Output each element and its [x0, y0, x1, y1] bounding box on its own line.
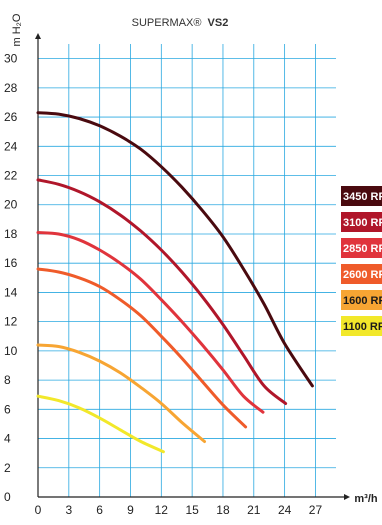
legend-item: 2850 RP	[341, 238, 382, 258]
y-tick-label: 18	[4, 227, 18, 241]
chart-title: SUPERMAX® VS2	[132, 17, 229, 29]
legend-swatch	[341, 212, 382, 232]
x-tick-label: 6	[96, 503, 103, 517]
x-tick-label: 15	[185, 503, 199, 517]
x-tick-label: 12	[155, 503, 169, 517]
y-tick-label: 24	[4, 139, 18, 153]
legend-label: 2850 RP	[343, 243, 382, 255]
legend-label: 2600 RP	[343, 269, 382, 281]
legend-label: 3100 RP	[343, 217, 382, 229]
legend-swatch	[341, 264, 382, 284]
chart-title-bold: VS2	[208, 17, 229, 29]
grid	[38, 44, 336, 497]
y-tick-label: 22	[4, 169, 18, 183]
y-tick-label: 8	[4, 373, 11, 387]
legend-item: 3100 RP	[341, 212, 382, 232]
x-tick-label: 0	[35, 503, 42, 517]
x-axis-arrow	[344, 494, 350, 500]
series-line-2600-rpm	[36, 267, 248, 429]
series-lines	[36, 111, 314, 454]
series-line-1600-rpm	[36, 343, 206, 443]
legend-swatch	[341, 186, 382, 206]
legend-label: 1600 RP	[343, 295, 382, 307]
y-tick-label: 10	[4, 344, 18, 358]
x-tick-label: 3	[65, 503, 72, 517]
y-tick-label: 6	[4, 402, 11, 416]
series-line-3450-rpm	[36, 111, 314, 388]
series-line-3100-rpm	[36, 178, 288, 405]
legend: 3450 RP 3100 RP 2850 RP 2600 RP 1600 RP 1100 …	[341, 186, 382, 336]
y-tick-label: 12	[4, 315, 18, 329]
chart-title-text: SUPERMAX®	[132, 17, 202, 29]
y-tick-label: 14	[4, 285, 18, 299]
legend-item: 2600 RP	[341, 264, 382, 284]
y-tick-label: 16	[4, 256, 18, 270]
y-tick-label: 20	[4, 198, 18, 212]
y-tick-label: 2	[4, 461, 11, 475]
y-axis-label: m H₂O	[11, 13, 23, 46]
x-tick-label: 18	[216, 503, 230, 517]
y-tick-label: 28	[4, 81, 18, 95]
x-axis-label: m³/h	[354, 493, 378, 505]
y-axis-arrow	[35, 33, 41, 39]
x-tick-label: 21	[247, 503, 261, 517]
y-tick-label: 4	[4, 432, 11, 446]
x-tick-label: 9	[127, 503, 134, 517]
legend-item: 3450 RP	[341, 186, 382, 206]
legend-swatch	[341, 290, 382, 310]
legend-swatch	[341, 238, 382, 258]
y-tick-label: 0	[4, 490, 11, 504]
y-tick-label: 30	[4, 52, 18, 66]
legend-swatch	[341, 316, 382, 336]
x-tick-label: 27	[309, 503, 323, 517]
legend-item: 1600 RP	[341, 290, 382, 310]
series-line-1100-rpm	[36, 394, 165, 454]
legend-label: 3450 RP	[343, 191, 382, 203]
legend-item: 1100 RP	[341, 316, 382, 336]
x-tick-label: 24	[278, 503, 292, 517]
legend-label: 1100 RP	[343, 321, 382, 333]
y-tick-label: 26	[4, 110, 18, 124]
series-line-2850-rpm	[36, 231, 265, 414]
